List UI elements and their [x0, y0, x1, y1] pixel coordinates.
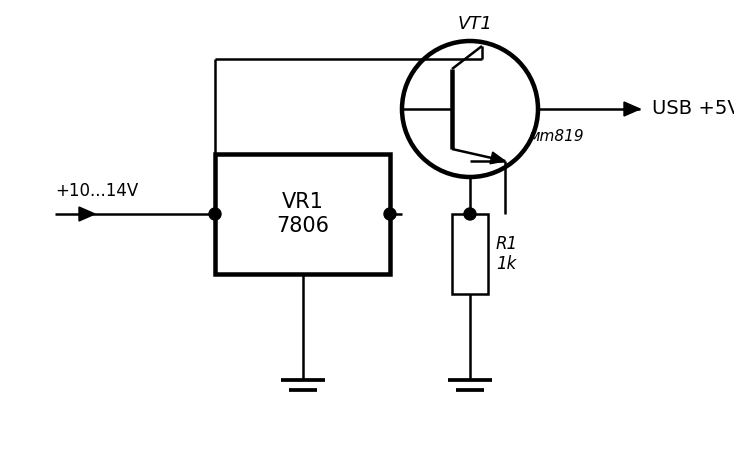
Circle shape [384, 208, 396, 220]
Text: R1: R1 [496, 235, 518, 253]
Polygon shape [79, 207, 95, 221]
Bar [215, 154, 390, 274]
Polygon shape [624, 102, 640, 116]
Text: VR1: VR1 [282, 192, 324, 212]
Circle shape [464, 208, 476, 220]
Text: +10...14V: +10...14V [55, 182, 138, 200]
Text: VT1: VT1 [457, 15, 493, 33]
Text: 7806: 7806 [276, 216, 329, 236]
Text: мm819: мm819 [528, 129, 584, 144]
Circle shape [209, 208, 221, 220]
Polygon shape [490, 152, 505, 164]
Text: 1k: 1k [496, 255, 516, 273]
Bar [452, 214, 488, 294]
Text: USB +5V: USB +5V [652, 100, 734, 119]
